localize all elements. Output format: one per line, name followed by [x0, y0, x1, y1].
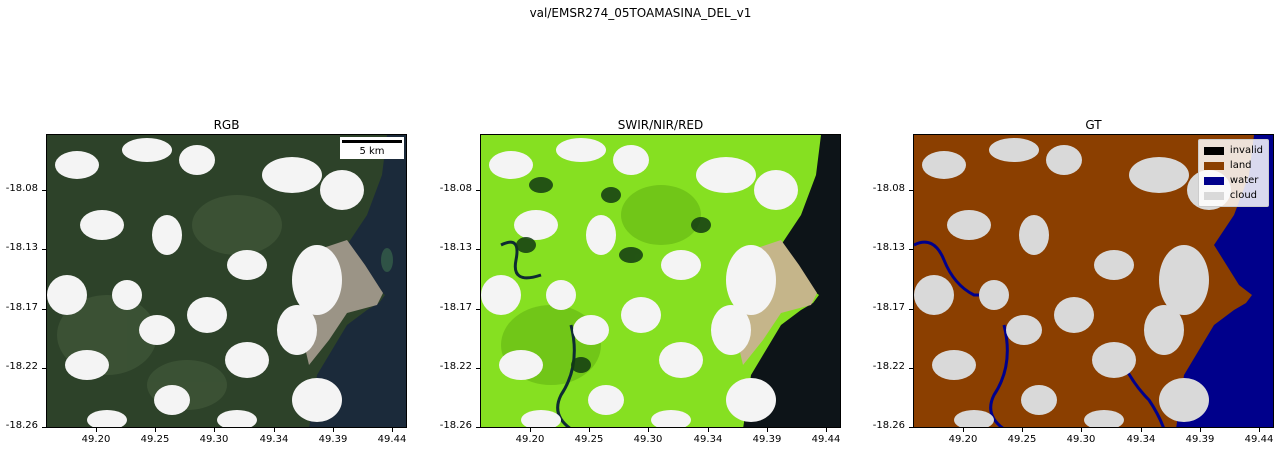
y-tick-mark — [909, 368, 913, 369]
y-tick-label: -18.22 — [872, 361, 905, 372]
panel-title-gt: GT — [1085, 118, 1102, 132]
x-tick-mark — [767, 428, 768, 432]
y-tick-mark — [909, 249, 913, 250]
x-tick-label: 49.30 — [1066, 434, 1096, 445]
y-tick-label: -18.26 — [439, 420, 472, 431]
x-tick-label: 49.30 — [199, 434, 229, 445]
x-tick-mark — [963, 428, 964, 432]
legend-item-land: land — [1203, 158, 1263, 173]
y-tick-mark — [476, 249, 480, 250]
y-tick-mark — [42, 309, 46, 310]
y-tick-label: -18.26 — [5, 420, 38, 431]
y-tick-mark — [42, 190, 46, 191]
rgb-image: 5 km — [46, 134, 407, 428]
legend-label-invalid: invalid — [1229, 145, 1263, 156]
y-tick-label: -18.17 — [5, 302, 38, 313]
y-tick-label: -18.17 — [872, 302, 905, 313]
swir-image — [480, 134, 841, 428]
scale-bar-label: 5 km — [359, 146, 385, 157]
y-tick-mark — [909, 309, 913, 310]
y-tick-mark — [476, 309, 480, 310]
x-tick-mark — [826, 428, 827, 432]
panel-title-swir: SWIR/NIR/RED — [617, 118, 704, 132]
x-tick-label: 49.34 — [693, 434, 723, 445]
x-tick-label: 49.30 — [633, 434, 663, 445]
x-tick-mark — [1259, 428, 1260, 432]
x-tick-label: 49.39 — [318, 434, 348, 445]
x-tick-label: 49.34 — [1126, 434, 1156, 445]
legend-label-land: land — [1229, 160, 1252, 171]
y-tick-mark — [42, 427, 46, 428]
x-tick-mark — [1081, 428, 1082, 432]
x-tick-mark — [214, 428, 215, 432]
x-tick-mark — [530, 428, 531, 432]
x-tick-label: 49.44 — [811, 434, 841, 445]
x-tick-mark — [648, 428, 649, 432]
legend-swatch-cloud — [1203, 191, 1224, 200]
y-tick-mark — [909, 190, 913, 191]
gt-mask: invalid land water cloud — [913, 134, 1274, 428]
figure-title: val/EMSR274_05TOAMASINA_DEL_v1 — [529, 6, 752, 20]
x-tick-label: 49.34 — [259, 434, 289, 445]
x-tick-mark — [392, 428, 393, 432]
x-tick-mark — [274, 428, 275, 432]
y-tick-label: -18.08 — [5, 183, 38, 194]
x-tick-mark — [708, 428, 709, 432]
y-tick-label: -18.13 — [5, 242, 38, 253]
scale-bar-line — [342, 140, 402, 143]
y-tick-label: -18.22 — [439, 361, 472, 372]
x-tick-mark — [1022, 428, 1023, 432]
x-tick-label: 49.44 — [377, 434, 407, 445]
x-tick-mark — [333, 428, 334, 432]
legend-label-cloud: cloud — [1229, 190, 1258, 201]
y-tick-label: -18.17 — [439, 302, 472, 313]
x-tick-label: 49.25 — [140, 434, 170, 445]
y-tick-label: -18.08 — [872, 183, 905, 194]
y-tick-label: -18.13 — [872, 242, 905, 253]
y-tick-label: -18.13 — [439, 242, 472, 253]
x-tick-label: 49.20 — [515, 434, 545, 445]
y-tick-mark — [476, 368, 480, 369]
legend-item-water: water — [1203, 173, 1263, 188]
x-tick-label: 49.39 — [752, 434, 782, 445]
y-tick-label: -18.22 — [5, 361, 38, 372]
x-tick-mark — [1200, 428, 1201, 432]
legend: invalid land water cloud — [1197, 139, 1269, 207]
x-tick-mark — [1141, 428, 1142, 432]
y-tick-mark — [909, 427, 913, 428]
legend-swatch-invalid — [1203, 146, 1224, 155]
legend-swatch-land — [1203, 161, 1224, 170]
x-tick-label: 49.39 — [1185, 434, 1215, 445]
legend-swatch-water — [1203, 176, 1224, 185]
x-tick-label: 49.44 — [1244, 434, 1274, 445]
y-tick-mark — [42, 249, 46, 250]
x-tick-mark — [589, 428, 590, 432]
x-tick-label: 49.20 — [948, 434, 978, 445]
x-tick-label: 49.25 — [574, 434, 604, 445]
legend-item-invalid: invalid — [1203, 143, 1263, 158]
legend-label-water: water — [1229, 175, 1259, 186]
scale-bar: 5 km — [340, 137, 404, 159]
x-tick-label: 49.25 — [1007, 434, 1037, 445]
legend-item-cloud: cloud — [1203, 188, 1263, 203]
x-tick-mark — [96, 428, 97, 432]
y-tick-label: -18.08 — [439, 183, 472, 194]
y-tick-mark — [476, 427, 480, 428]
x-tick-mark — [155, 428, 156, 432]
y-tick-label: -18.26 — [872, 420, 905, 431]
panel-title-rgb: RGB — [213, 118, 240, 132]
y-tick-mark — [476, 190, 480, 191]
y-tick-mark — [42, 368, 46, 369]
x-tick-label: 49.20 — [81, 434, 111, 445]
